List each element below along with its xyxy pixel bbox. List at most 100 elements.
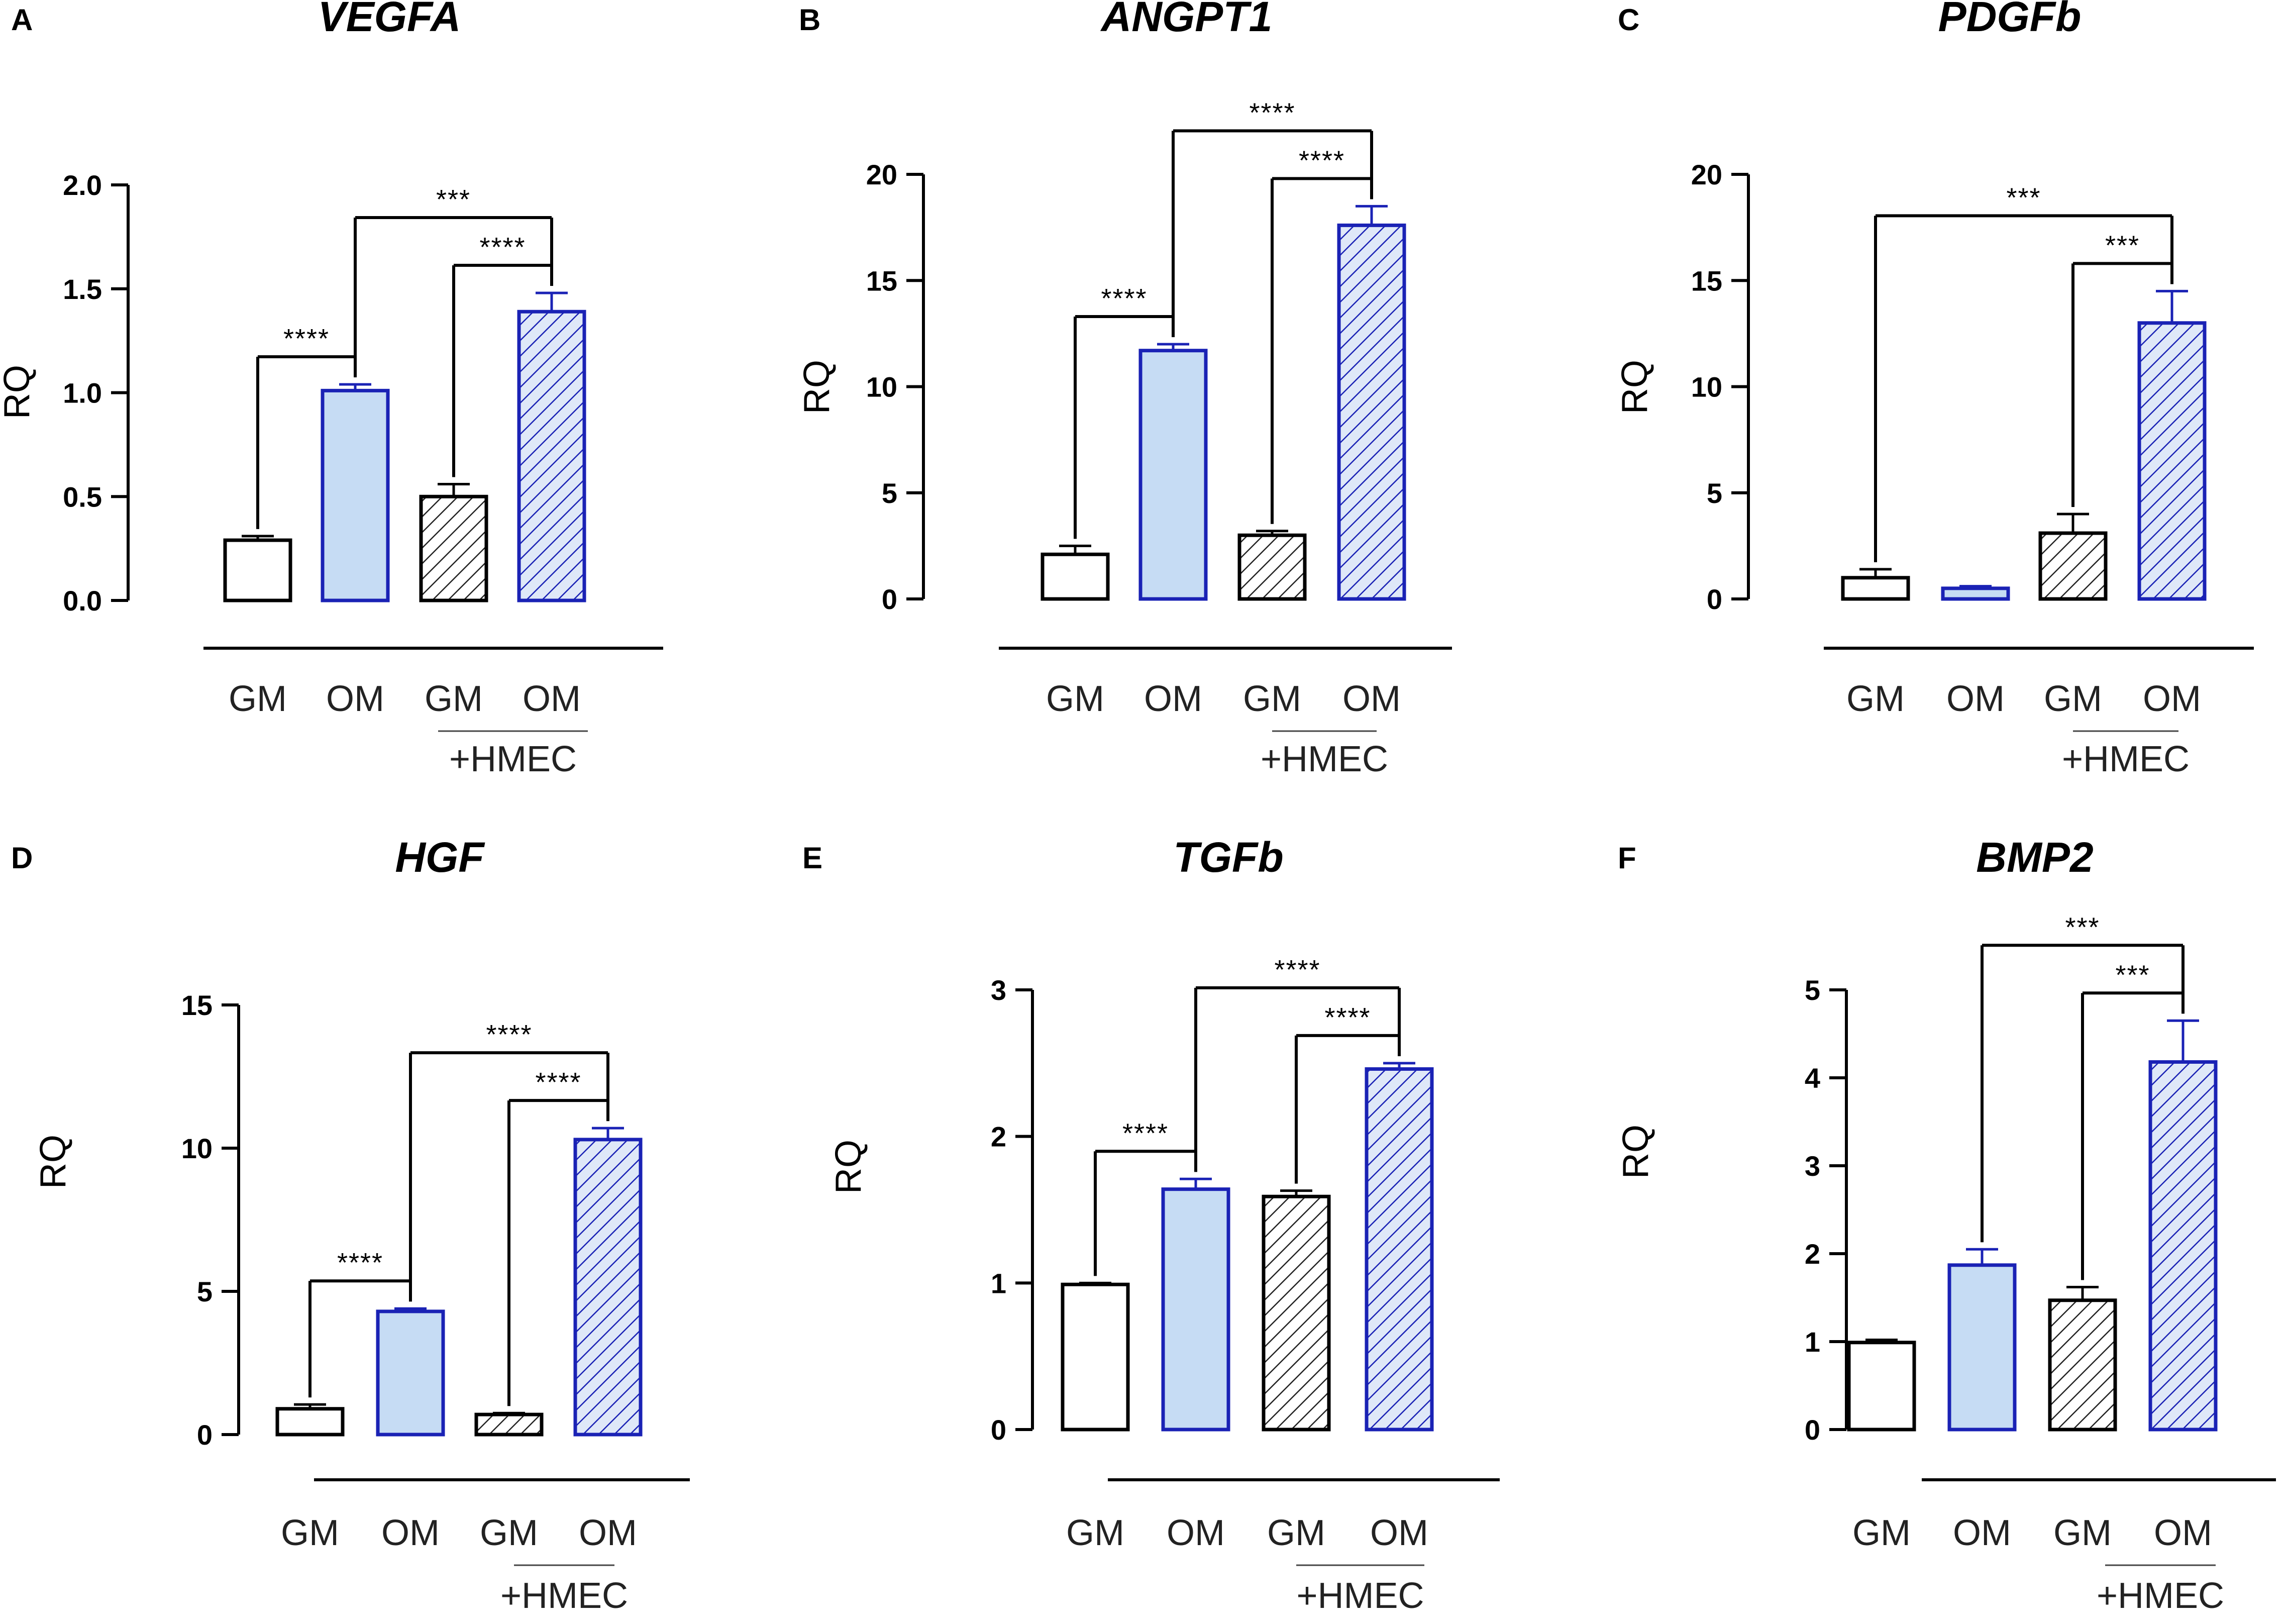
x-category-label: OM [2143,679,2201,719]
bar-om-4 [517,310,586,602]
bar-gm-1 [1847,1341,1916,1432]
chart-title: TGFb [1173,834,1283,881]
y-tick-label: 1 [991,1267,1006,1299]
x-category-label: GM [425,679,483,719]
x-category-label: GM [2053,1513,2112,1553]
bar-gm-3 [2048,1298,2117,1432]
y-tick-label: 2 [1805,1238,1820,1270]
y-tick-label: 0.0 [63,585,102,617]
y-axis-title: RQ [33,1135,73,1189]
x-category-label: OM [326,679,384,719]
significance-label: *** [2006,182,2041,213]
chart-panel-F: F BMP2 0 1 2 3 4 5 RQ GM OM GM OM +HMEC *** *** [1616,834,2276,1616]
x-category-label: GM [229,679,287,719]
x-category-label: OM [381,1513,440,1553]
group-label-hmec: +HMEC [1261,739,1388,779]
bar-om-2 [1941,586,2010,601]
y-tick-label: 5 [882,477,897,509]
y-tick-label: 10 [181,1133,213,1164]
x-category-label: GM [1243,679,1301,719]
x-category-label: GM [1267,1513,1325,1553]
bar-om-2 [321,388,390,602]
y-tick-label: 15 [181,989,213,1021]
y-tick-label: 0 [1805,1414,1820,1446]
chart-title: ANGPT1 [1100,0,1273,40]
x-category-label: GM [1852,1513,1911,1553]
bar-om-4 [1337,223,1406,601]
chart-title: BMP2 [1976,834,2093,881]
y-tick-label: 1.5 [63,273,102,305]
y-tick-label: 4 [1805,1062,1820,1094]
y-tick-label: 2 [991,1121,1006,1153]
x-category-label: OM [1946,679,2005,719]
bar-gm-3 [419,494,488,602]
chart-title: HGF [395,834,485,881]
group-label-hmec: +HMEC [2062,739,2190,779]
bar-om-4 [2148,1060,2218,1432]
x-category-label: OM [1167,1513,1225,1553]
chart-panel-C: C PDGFb 0 5 10 15 20 RQ GM OM GM OM +HMEC *** *** [1615,0,2254,779]
chart-title: VEGFA [318,0,461,40]
significance-label: **** [1101,283,1147,314]
bar-om-4 [2137,321,2207,601]
significance-label: *** [2115,960,2150,990]
y-tick-label: 20 [866,159,897,190]
y-axis-title: RQ [1615,360,1655,414]
bar-om-2 [1138,349,1208,601]
y-tick-label: 10 [1691,371,1722,403]
bar-gm-1 [1841,576,1910,601]
x-category-label: OM [1342,679,1401,719]
y-tick-label: 1.0 [63,377,102,409]
y-tick-label: 15 [866,265,897,296]
x-category-label: OM [579,1513,637,1553]
significance-label: **** [1274,955,1320,985]
significance-label: **** [1324,1002,1371,1033]
chart-title: PDGFb [1938,0,2082,40]
bar-om-4 [1365,1067,1434,1432]
panel-letter: D [11,841,33,875]
bar-om-2 [1161,1187,1230,1432]
x-category-label: OM [1370,1513,1428,1553]
x-category-label: OM [523,679,581,719]
y-tick-label: 3 [1805,1150,1820,1182]
x-category-label: GM [1066,1513,1124,1553]
significance-label: **** [535,1067,581,1097]
y-tick-label: 2.0 [63,169,102,201]
significance-label: *** [2065,912,2100,942]
significance-label: **** [1122,1118,1169,1148]
panel-letter: C [1618,3,1639,37]
bar-gm-3 [2038,531,2108,601]
x-category-label: OM [1144,679,1202,719]
x-category-label: GM [480,1513,538,1553]
y-tick-label: 5 [1707,477,1722,509]
y-tick-label: 10 [866,371,897,403]
x-category-label: OM [1953,1513,2011,1553]
significance-label: **** [337,1248,383,1278]
y-axis-title: RQ [1616,1125,1656,1179]
bar-gm-1 [1061,1282,1130,1432]
y-tick-label: 0.5 [63,481,102,513]
significance-label: *** [436,184,471,215]
significance-label: **** [283,324,330,354]
x-category-label: GM [1046,679,1104,719]
significance-label: **** [1249,97,1295,128]
bar-om-4 [573,1138,643,1437]
y-tick-label: 5 [1805,974,1820,1006]
y-tick-label: 0 [882,583,897,615]
bar-gm-1 [1041,552,1110,601]
y-axis-title: RQ [0,365,37,419]
bar-gm-3 [1262,1194,1331,1432]
y-tick-label: 15 [1691,265,1722,296]
x-category-label: GM [281,1513,339,1553]
y-tick-label: 0 [1707,583,1722,615]
bar-om-2 [1947,1263,2017,1432]
y-tick-label: 3 [991,974,1006,1006]
y-tick-label: 5 [197,1276,213,1307]
group-label-hmec: +HMEC [449,739,577,779]
x-category-label: OM [2154,1513,2212,1553]
bar-gm-1 [275,1407,345,1437]
significance-label: **** [1299,145,1345,175]
